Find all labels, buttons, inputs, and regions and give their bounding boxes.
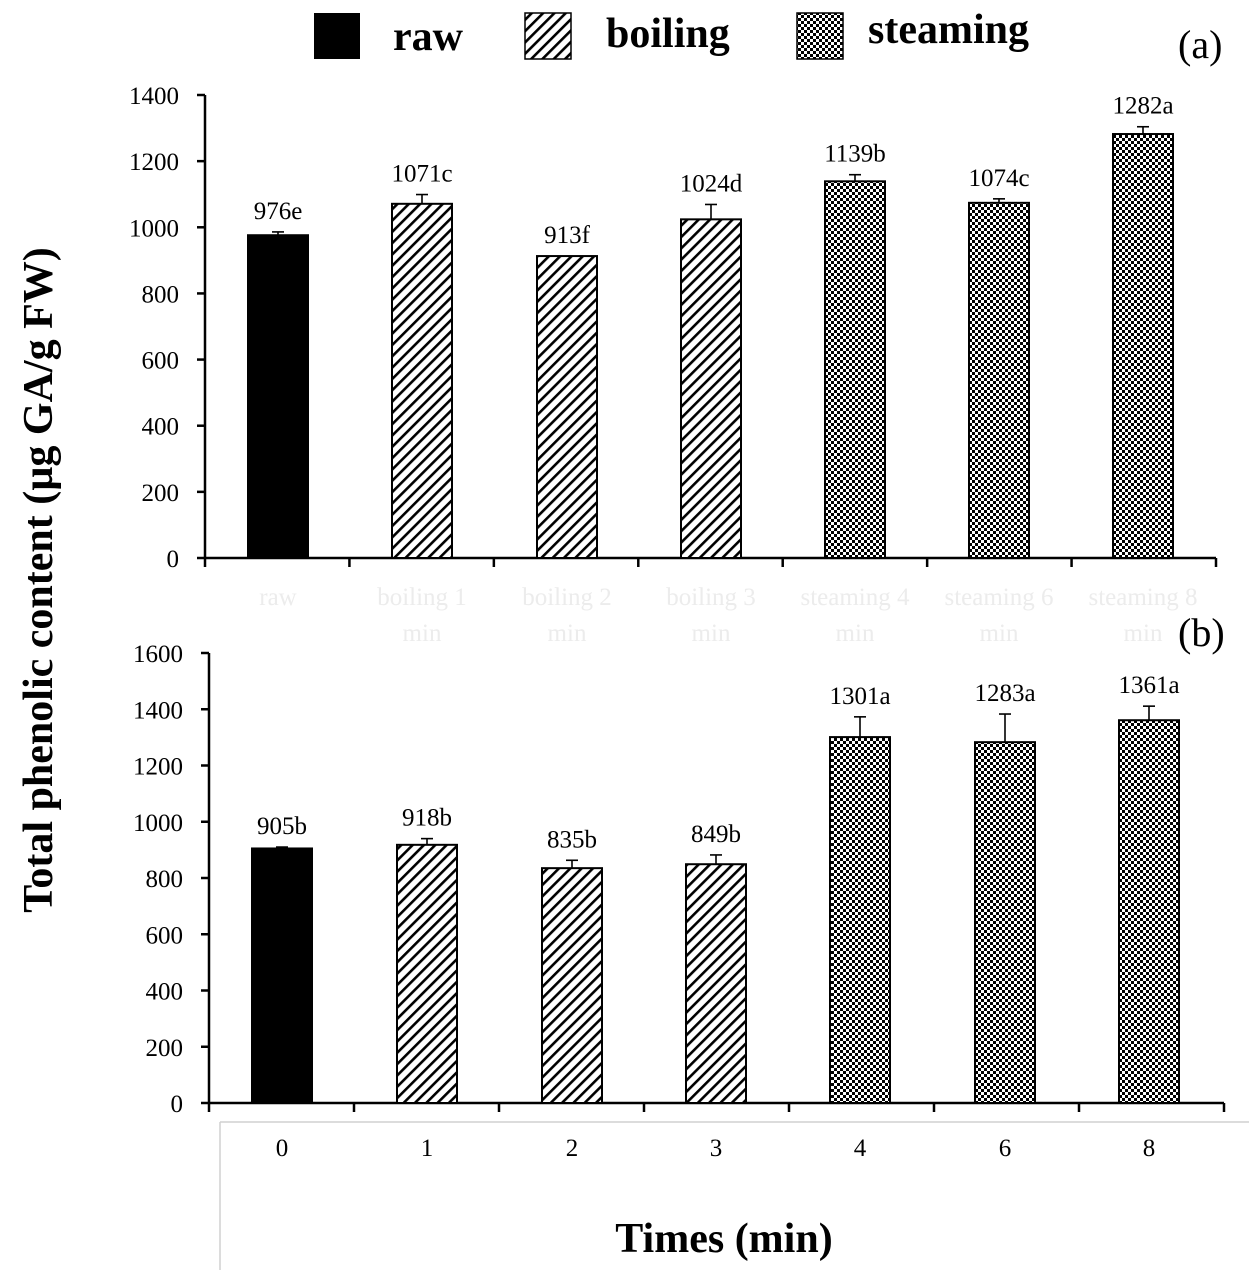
bar bbox=[824, 180, 886, 559]
y-tick-label: 1000 bbox=[133, 810, 183, 837]
y-tick-label: 800 bbox=[146, 866, 184, 893]
data-label: 918b bbox=[402, 805, 452, 832]
data-label: 913f bbox=[544, 222, 591, 249]
data-label: 1139b bbox=[824, 141, 886, 168]
x-tick-label: min bbox=[403, 620, 442, 647]
x-tick-label: min bbox=[980, 620, 1019, 647]
bar bbox=[396, 843, 458, 1104]
data-label: 976e bbox=[254, 198, 303, 225]
panel-a-plot: 0 200 400 600 800 1000 1200 1400 976e raw 1071c boi… bbox=[129, 83, 1218, 647]
x-tick-label: min bbox=[548, 620, 587, 647]
y-axis-label: Total phenolic content (µg GA/g FW) bbox=[16, 247, 62, 912]
x-tick-label: boiling 2 bbox=[522, 584, 612, 611]
data-label: 1074c bbox=[968, 165, 1029, 192]
y-tick-label: 600 bbox=[142, 348, 180, 375]
y-tick-label: 200 bbox=[142, 480, 180, 507]
bar bbox=[1118, 719, 1180, 1104]
data-label: 835b bbox=[547, 826, 597, 853]
x-tick-label: min bbox=[692, 620, 731, 647]
data-label: 1301a bbox=[829, 683, 890, 710]
y-tick-label: 1400 bbox=[133, 697, 183, 724]
x-axis-label: Times (min) bbox=[615, 1216, 832, 1262]
data-label: 1361a bbox=[1118, 672, 1179, 699]
y-tick-label: 1000 bbox=[129, 215, 179, 242]
legend-label-raw: raw bbox=[393, 14, 464, 60]
bar bbox=[247, 234, 309, 559]
y-tick-label: 1600 bbox=[133, 641, 183, 668]
x-tick-label: raw bbox=[259, 584, 296, 611]
x-tick-label: 3 bbox=[710, 1135, 723, 1162]
y-tick-label: 0 bbox=[167, 546, 180, 573]
legend-label-boiling: boiling bbox=[606, 11, 730, 57]
bar bbox=[680, 218, 742, 559]
y-tick-label: 1200 bbox=[133, 754, 183, 781]
x-tick-label: 0 bbox=[276, 1135, 289, 1162]
x-tick-label: 8 bbox=[1143, 1135, 1156, 1162]
x-tick-label: boiling 1 bbox=[377, 584, 467, 611]
bar bbox=[541, 867, 603, 1104]
bar bbox=[829, 736, 891, 1104]
x-tick-label: 1 bbox=[421, 1135, 434, 1162]
data-label: 1071c bbox=[391, 161, 452, 188]
y-tick-label: 400 bbox=[142, 414, 180, 441]
legend-swatch-steaming bbox=[796, 12, 844, 60]
legend-swatch-raw bbox=[314, 13, 360, 59]
x-tick-label: 2 bbox=[566, 1135, 579, 1162]
y-tick-label: 800 bbox=[142, 281, 180, 308]
panel-b-plot: 0 200 400 600 800 1000 1200 1400 1600 905b 0 918b 1 8… bbox=[133, 641, 1226, 1162]
x-tick-label: min bbox=[1124, 620, 1163, 647]
bar bbox=[685, 863, 747, 1104]
panel-label-a: (a) bbox=[1178, 22, 1222, 67]
y-tick-label: 200 bbox=[146, 1035, 184, 1062]
x-tick-label: min bbox=[836, 620, 875, 647]
data-label: 905b bbox=[257, 813, 307, 840]
x-tick-label: boiling 3 bbox=[666, 584, 756, 611]
data-label: 1283a bbox=[974, 680, 1035, 707]
y-tick-label: 600 bbox=[146, 922, 184, 949]
data-label: 849b bbox=[691, 821, 741, 848]
x-tick-label: steaming 4 bbox=[800, 584, 910, 611]
x-tick-label: 4 bbox=[854, 1135, 867, 1162]
panel-label-b: (b) bbox=[1178, 610, 1225, 655]
y-tick-label: 1400 bbox=[129, 83, 179, 110]
legend: raw boiling steaming bbox=[314, 7, 1029, 60]
y-tick-label: 0 bbox=[171, 1091, 184, 1118]
bar bbox=[536, 255, 598, 559]
data-label: 1024d bbox=[680, 170, 743, 197]
data-label: 1282a bbox=[1112, 93, 1173, 120]
bar bbox=[251, 847, 313, 1104]
bar bbox=[974, 741, 1036, 1104]
x-tick-label: steaming 6 bbox=[944, 584, 1053, 611]
legend-swatch-boiling bbox=[524, 12, 572, 60]
x-tick-label: 6 bbox=[999, 1135, 1012, 1162]
bar bbox=[1112, 133, 1174, 559]
bar bbox=[391, 202, 453, 559]
bar bbox=[968, 201, 1030, 559]
y-tick-label: 1200 bbox=[129, 149, 179, 176]
x-tick-label: steaming 8 bbox=[1088, 584, 1197, 611]
legend-label-steaming: steaming bbox=[868, 7, 1029, 53]
y-tick-label: 400 bbox=[146, 979, 184, 1006]
